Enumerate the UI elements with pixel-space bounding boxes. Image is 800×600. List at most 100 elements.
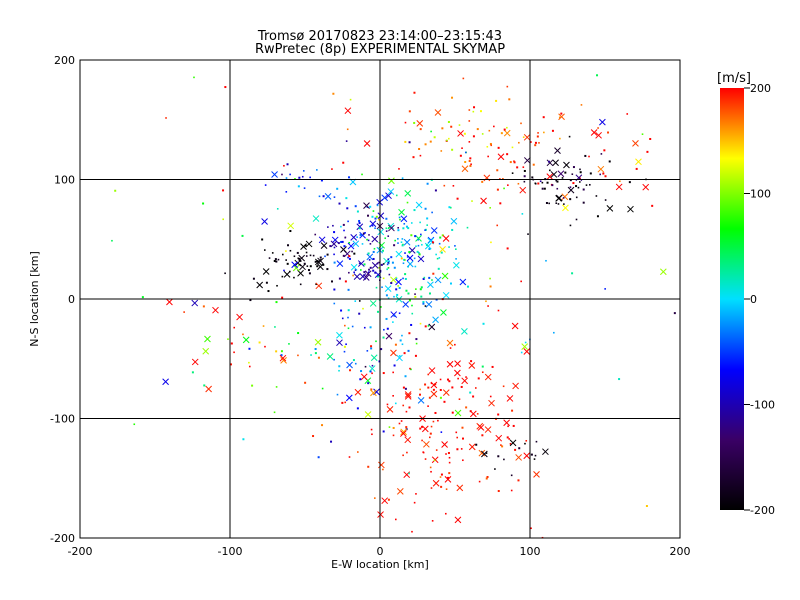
chart-title: Tromsø 20170823 23:14:00–23:15:43 bbox=[257, 29, 502, 44]
scatter-point bbox=[595, 195, 598, 197]
scatter-point bbox=[496, 169, 499, 172]
scatter-point bbox=[387, 498, 390, 501]
scatter-point bbox=[337, 242, 340, 245]
scatter-point bbox=[293, 255, 296, 258]
scatter-point bbox=[424, 325, 427, 328]
scatter-point-cross bbox=[404, 393, 412, 400]
scatter-point-cross bbox=[340, 246, 347, 253]
scatter-point bbox=[485, 477, 488, 480]
scatter-point bbox=[432, 272, 435, 275]
scatter-point bbox=[491, 365, 494, 368]
scatter-point bbox=[407, 227, 410, 230]
scatter-point bbox=[541, 187, 544, 190]
scatter-point bbox=[468, 141, 471, 143]
scatter-point bbox=[419, 393, 422, 396]
scatter-point bbox=[469, 157, 472, 160]
scatter-point bbox=[509, 161, 512, 164]
scatter-point bbox=[316, 169, 318, 171]
scatter-point bbox=[410, 222, 413, 224]
scatter-point bbox=[273, 411, 276, 414]
scatter-point bbox=[551, 184, 554, 187]
scatter-point-cross bbox=[403, 238, 411, 246]
scatter-point bbox=[306, 265, 309, 267]
scatter-point-cross bbox=[519, 186, 527, 194]
scatter-point-cross bbox=[162, 378, 169, 386]
scatter-point bbox=[404, 375, 407, 378]
scatter-point-cross bbox=[439, 245, 446, 253]
scatter-point-cross bbox=[352, 240, 360, 248]
scatter-point bbox=[424, 143, 427, 146]
scatter-point-cross bbox=[554, 147, 561, 154]
scatter-point bbox=[451, 148, 454, 151]
scatter-point bbox=[341, 401, 344, 404]
scatter-point bbox=[349, 369, 352, 372]
scatter-point bbox=[575, 196, 578, 199]
scatter-point-cross bbox=[336, 260, 344, 267]
scatter-point bbox=[281, 253, 284, 256]
scatter-point bbox=[503, 187, 505, 190]
scatter-point bbox=[557, 203, 560, 205]
scatter-point bbox=[534, 141, 537, 144]
scatter-point bbox=[338, 365, 341, 368]
scatter-point-cross bbox=[398, 208, 405, 216]
scatter-point bbox=[596, 74, 599, 77]
scatter-point bbox=[397, 226, 400, 229]
scatter-point bbox=[437, 419, 439, 422]
scatter-point bbox=[520, 280, 522, 283]
scatter-point bbox=[506, 153, 509, 156]
scatter-point bbox=[490, 144, 493, 147]
scatter-point bbox=[342, 254, 345, 257]
scatter-point bbox=[568, 135, 571, 138]
scatter-point-cross bbox=[344, 107, 352, 115]
scatter-point bbox=[402, 404, 405, 407]
scatter-point bbox=[428, 436, 431, 439]
scatter-point bbox=[511, 172, 514, 174]
scatter-point bbox=[381, 286, 383, 289]
scatter-point-cross bbox=[279, 354, 287, 362]
scatter-point bbox=[353, 271, 355, 274]
scatter-point bbox=[370, 388, 373, 391]
scatter-point-cross bbox=[236, 313, 243, 321]
scatter-point bbox=[466, 226, 469, 229]
scatter-point bbox=[445, 488, 448, 490]
scatter-point bbox=[458, 398, 461, 401]
scatter-point bbox=[457, 377, 459, 380]
scatter-point bbox=[382, 336, 385, 339]
scatter-point bbox=[288, 343, 290, 345]
scatter-point bbox=[304, 244, 307, 247]
scatter-point bbox=[378, 218, 380, 221]
scatter-point bbox=[315, 283, 317, 286]
scatter-point bbox=[351, 250, 353, 253]
scatter-point bbox=[222, 189, 225, 192]
scatter-point bbox=[435, 298, 438, 301]
scatter-point bbox=[476, 128, 479, 131]
scatter-point bbox=[299, 283, 302, 286]
scatter-point bbox=[347, 256, 349, 259]
scatter-point-cross bbox=[287, 222, 295, 230]
scatter-point bbox=[430, 487, 433, 489]
scatter-point bbox=[524, 341, 527, 344]
scatter-point bbox=[354, 205, 357, 208]
scatter-point-cross bbox=[294, 259, 302, 267]
scatter-point bbox=[545, 259, 547, 262]
scatter-point bbox=[359, 378, 362, 381]
scatter-point bbox=[422, 301, 425, 304]
scatter-point-cross bbox=[371, 235, 379, 243]
scatter-point bbox=[321, 424, 324, 427]
scatter-point-cross bbox=[417, 255, 425, 263]
scatter-point-cross bbox=[404, 190, 412, 197]
scatter-point bbox=[369, 205, 372, 208]
scatter-point bbox=[458, 124, 461, 126]
scatter-point-cross bbox=[400, 428, 408, 436]
scatter-point-cross bbox=[377, 461, 385, 469]
scatter-point bbox=[470, 163, 472, 166]
scatter-point bbox=[449, 282, 452, 285]
scatter-point bbox=[449, 206, 452, 209]
scatter-point bbox=[447, 452, 450, 455]
scatter-point bbox=[111, 239, 113, 242]
scatter-point bbox=[346, 128, 349, 131]
scatter-point-cross bbox=[353, 273, 361, 280]
scatter-point bbox=[303, 262, 306, 265]
scatter-point-cross bbox=[417, 396, 425, 404]
scatter-point bbox=[503, 128, 506, 131]
